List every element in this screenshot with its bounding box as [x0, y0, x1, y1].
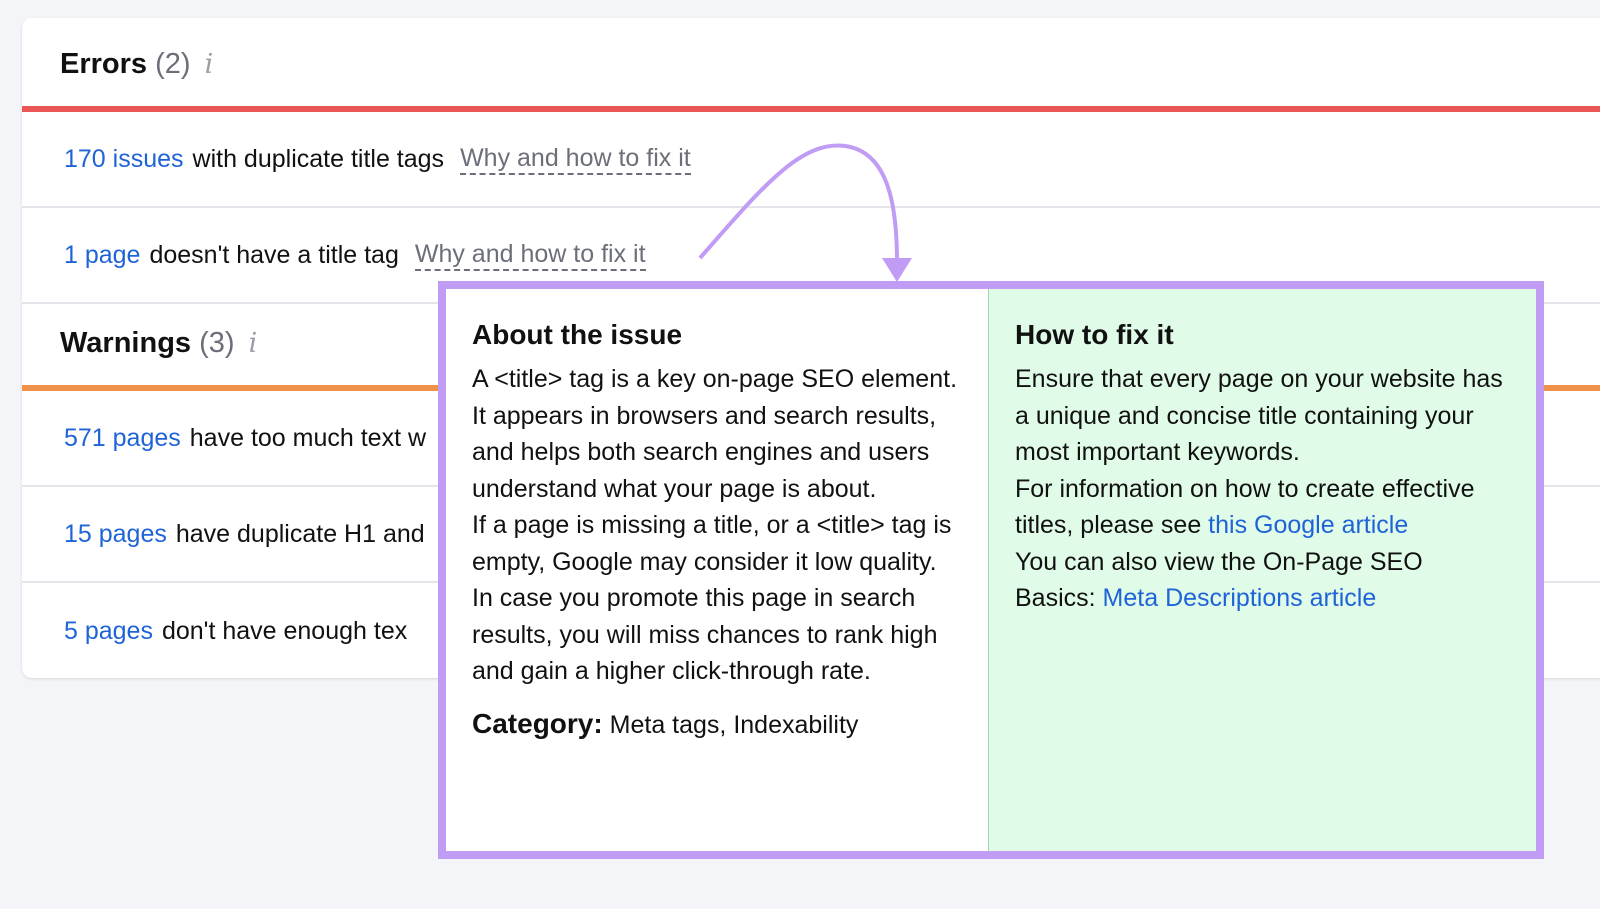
issue-link[interactable]: 571 pages — [64, 423, 181, 452]
issue-link[interactable]: 5 pages — [64, 616, 153, 645]
google-article-link[interactable]: this Google article — [1208, 511, 1409, 539]
fix-title: How to fix it — [1015, 319, 1174, 350]
fix-pane: How to fix it Ensure that every page on … — [989, 289, 1536, 851]
why-fix-link[interactable]: Why and how to fix it — [460, 143, 691, 175]
why-fix-link[interactable]: Why and how to fix it — [414, 239, 646, 271]
info-icon[interactable]: i — [248, 328, 258, 359]
errors-divider — [22, 106, 1600, 112]
about-pane: About the issue A <title> tag is a key o… — [446, 289, 989, 851]
warnings-count: (3) — [199, 327, 235, 359]
issue-link[interactable]: 1 page — [64, 240, 141, 269]
meta-descriptions-link[interactable]: Meta Descriptions article — [1102, 584, 1377, 612]
category: Category: Meta tags, Indexability — [472, 707, 859, 739]
warnings-header: Warnings (3) i — [60, 327, 258, 359]
issue-link[interactable]: 170 issues — [64, 144, 184, 173]
issue-row: 170 issues with duplicate title tags Why a… — [22, 112, 1600, 208]
about-title: About the issue — [472, 319, 683, 350]
errors-count: (2) — [155, 48, 191, 80]
issue-link[interactable]: 15 pages — [64, 519, 167, 548]
info-icon[interactable]: i — [204, 49, 214, 80]
issue-popup: About the issue A <title> tag is a key o… — [438, 281, 1544, 859]
errors-header: Errors (2) i — [60, 48, 214, 80]
issue-row: 5 pages don't have enough tex — [64, 616, 408, 645]
